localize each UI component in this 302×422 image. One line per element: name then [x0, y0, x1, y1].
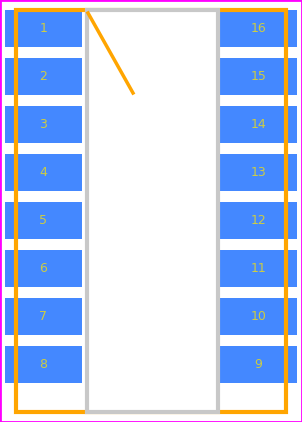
- Bar: [5, 250, 82, 287]
- Bar: [5, 202, 82, 239]
- Text: 5: 5: [40, 214, 47, 227]
- Text: 8: 8: [40, 358, 47, 371]
- Bar: [16, 10, 286, 412]
- Text: 10: 10: [251, 310, 266, 323]
- Text: 7: 7: [40, 310, 47, 323]
- Bar: [220, 202, 297, 239]
- Text: 3: 3: [40, 118, 47, 131]
- Bar: [220, 58, 297, 95]
- Text: 2: 2: [40, 70, 47, 83]
- Bar: [220, 298, 297, 335]
- Text: 13: 13: [251, 166, 266, 179]
- Bar: [5, 346, 82, 383]
- Bar: [87, 10, 218, 412]
- Bar: [220, 346, 297, 383]
- Bar: [5, 106, 82, 143]
- Text: 12: 12: [251, 214, 266, 227]
- Text: 4: 4: [40, 166, 47, 179]
- Bar: [220, 106, 297, 143]
- Bar: [220, 154, 297, 191]
- Text: 6: 6: [40, 262, 47, 275]
- Text: 16: 16: [251, 22, 266, 35]
- Text: 9: 9: [255, 358, 262, 371]
- Bar: [5, 10, 82, 47]
- Text: 14: 14: [251, 118, 266, 131]
- Text: 11: 11: [251, 262, 266, 275]
- Bar: [220, 10, 297, 47]
- Bar: [5, 58, 82, 95]
- Bar: [5, 154, 82, 191]
- Text: 15: 15: [251, 70, 266, 83]
- Bar: [220, 250, 297, 287]
- Text: 1: 1: [40, 22, 47, 35]
- Bar: [5, 298, 82, 335]
